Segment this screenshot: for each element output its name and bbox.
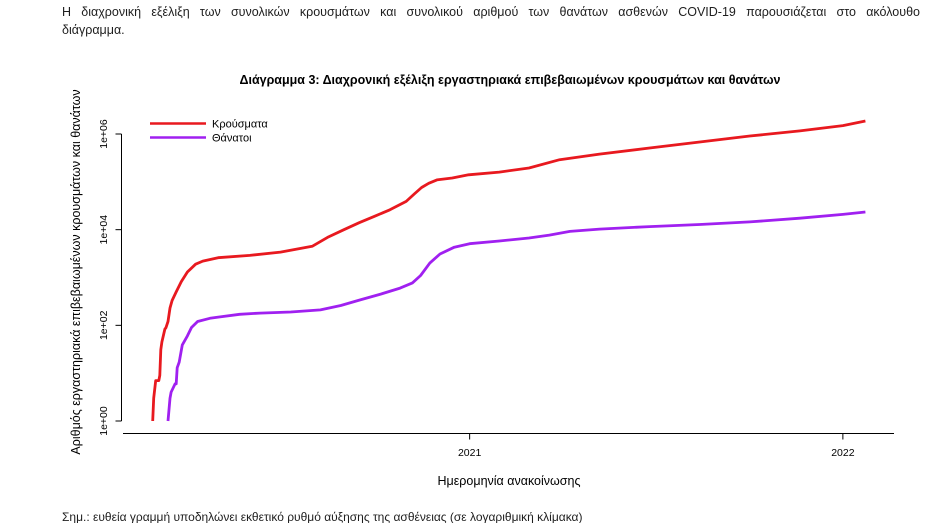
intro-paragraph-line-2: διάγραμμα. — [62, 23, 125, 37]
legend: Κρούσματα Θάνατοι — [150, 119, 268, 145]
cases-line — [151, 119, 866, 422]
x-tick-label: 2022 — [831, 447, 855, 459]
legend-label-cases: Κρούσματα — [212, 119, 268, 131]
x-axis-label: Ημερομηνία ανακοίνωσης — [438, 474, 581, 488]
deaths-line — [166, 210, 866, 422]
y-tick-label: 1e+04 — [98, 215, 110, 245]
y-tick-label: 1e+02 — [98, 310, 110, 340]
x-tick-label: 2021 — [458, 447, 482, 459]
footnote: Σημ.: ευθεία γραμμή υποδηλώνει εκθετικό … — [62, 510, 583, 523]
chart-title: Διάγραμμα 3: Διαχρονική εξέλιξη εργαστηρ… — [239, 73, 780, 87]
intro-paragraph-line-1: Η διαχρονική εξέλιξη των συνολικών κρουσ… — [62, 5, 920, 19]
legend-label-deaths: Θάνατοι — [212, 133, 252, 145]
y-axis: 1e+00 1e+02 1e+04 1e+06 — [98, 119, 122, 436]
y-tick-label: 1e+06 — [98, 119, 110, 149]
plot-series — [151, 119, 866, 422]
y-axis-label: Αριθμός εργαστηριακά επιβεβαιωμένων κρου… — [69, 89, 83, 454]
y-tick-label: 1e+00 — [98, 406, 110, 436]
x-axis: 2021 2022 — [123, 433, 894, 459]
